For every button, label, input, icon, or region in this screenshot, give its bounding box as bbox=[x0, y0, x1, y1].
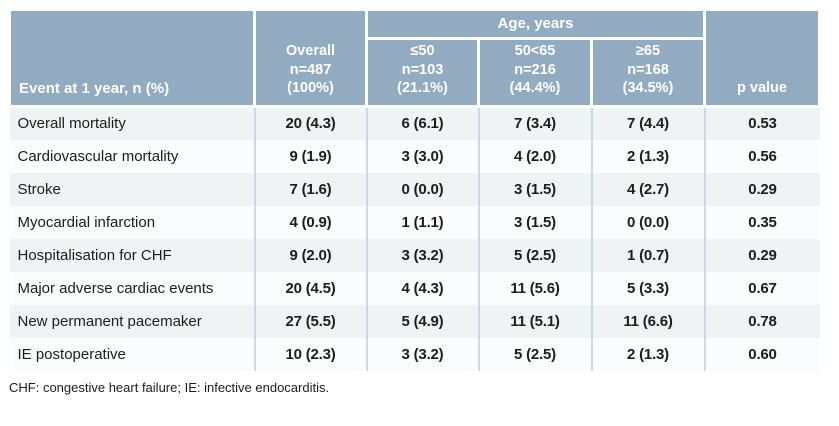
row-label: Myocardial infarction bbox=[9, 205, 255, 239]
cell-age-ge65: 5 (3.3) bbox=[590, 271, 705, 305]
row-label: Hospitalisation for CHF bbox=[9, 238, 255, 272]
cell-age-ge65: 2 (1.3) bbox=[590, 139, 705, 173]
table-row-new-permanent-pacemaker: New permanent pacemaker 27 (5.5) 5 (4.9)… bbox=[9, 304, 820, 338]
row-label: Stroke bbox=[9, 172, 255, 206]
cell-pvalue: 0.56 bbox=[703, 139, 820, 173]
cell-overall: 10 (2.3) bbox=[253, 337, 367, 371]
cell-overall: 27 (5.5) bbox=[253, 304, 367, 338]
cell-pvalue: 0.60 bbox=[703, 337, 820, 371]
cell-overall: 20 (4.3) bbox=[253, 106, 367, 140]
cell-pvalue: 0.53 bbox=[703, 106, 820, 140]
outcomes-table-container: Event at 1 year, n (%) Overall n=487 (10… bbox=[8, 8, 821, 395]
age-years-banner: Age, years bbox=[365, 8, 706, 40]
cell-pvalue: 0.67 bbox=[703, 271, 820, 305]
col-header-event: Event at 1 year, n (%) bbox=[8, 8, 256, 108]
col-header-age-le50: ≤50 n=103 (21.1%) bbox=[365, 37, 480, 108]
row-label: Overall mortality bbox=[9, 106, 255, 140]
cell-overall: 20 (4.5) bbox=[253, 271, 367, 305]
cell-age-le50: 0 (0.0) bbox=[365, 172, 479, 206]
cell-age-50to65: 3 (1.5) bbox=[477, 205, 592, 239]
cell-age-50to65: 7 (3.4) bbox=[477, 106, 592, 140]
cell-age-le50: 3 (3.0) bbox=[365, 139, 479, 173]
table-row-overall-mortality: Overall mortality 20 (4.3) 6 (6.1) 7 (3.… bbox=[9, 106, 820, 140]
cell-age-ge65: 1 (0.7) bbox=[590, 238, 705, 272]
row-label: Major adverse cardiac events bbox=[9, 271, 255, 305]
cell-age-50to65: 3 (1.5) bbox=[477, 172, 592, 206]
table-row-major-adverse-cardiac-events: Major adverse cardiac events 20 (4.5) 4 … bbox=[9, 271, 820, 305]
cell-overall: 7 (1.6) bbox=[253, 172, 367, 206]
cell-age-50to65: 11 (5.6) bbox=[477, 271, 592, 305]
table-row-hospitalisation-chf: Hospitalisation for CHF 9 (2.0) 3 (3.2) … bbox=[9, 238, 820, 272]
cell-age-ge65: 0 (0.0) bbox=[590, 205, 705, 239]
table-row-cardiovascular-mortality: Cardiovascular mortality 9 (1.9) 3 (3.0)… bbox=[9, 139, 820, 173]
cell-age-le50: 3 (3.2) bbox=[365, 337, 479, 371]
cell-overall: 9 (1.9) bbox=[253, 139, 367, 173]
cell-age-ge65: 4 (2.7) bbox=[590, 172, 705, 206]
cell-age-le50: 4 (4.3) bbox=[365, 271, 479, 305]
cell-age-le50: 5 (4.9) bbox=[365, 304, 479, 338]
cell-age-50to65: 5 (2.5) bbox=[477, 337, 592, 371]
table-header: Event at 1 year, n (%) Overall n=487 (10… bbox=[8, 8, 821, 108]
cell-pvalue: 0.29 bbox=[703, 238, 820, 272]
cell-age-le50: 3 (3.2) bbox=[365, 238, 479, 272]
col-header-age-ge65: ≥65 n=168 (34.5%) bbox=[590, 37, 706, 108]
cell-age-50to65: 5 (2.5) bbox=[477, 238, 592, 272]
row-label: Cardiovascular mortality bbox=[9, 139, 255, 173]
cell-pvalue: 0.35 bbox=[703, 205, 820, 239]
cell-age-50to65: 11 (5.1) bbox=[477, 304, 592, 338]
cell-age-50to65: 4 (2.0) bbox=[477, 139, 592, 173]
col-header-overall: Overall n=487 (100%) bbox=[253, 8, 368, 108]
cell-overall: 9 (2.0) bbox=[253, 238, 367, 272]
col-header-pvalue: p value bbox=[703, 8, 821, 108]
cell-overall: 4 (0.9) bbox=[253, 205, 367, 239]
table-row-ie-postoperative: IE postoperative 10 (2.3) 3 (3.2) 5 (2.5… bbox=[9, 337, 820, 371]
cell-age-le50: 6 (6.1) bbox=[365, 106, 479, 140]
cell-pvalue: 0.78 bbox=[703, 304, 820, 338]
table-row-myocardial-infarction: Myocardial infarction 4 (0.9) 1 (1.1) 3 … bbox=[9, 205, 820, 239]
table-footnote: CHF: congestive heart failure; IE: infec… bbox=[9, 379, 330, 395]
row-label: New permanent pacemaker bbox=[9, 304, 255, 338]
cell-age-ge65: 11 (6.6) bbox=[590, 304, 705, 338]
cell-age-ge65: 7 (4.4) bbox=[590, 106, 705, 140]
cell-age-le50: 1 (1.1) bbox=[365, 205, 479, 239]
table-row-stroke: Stroke 7 (1.6) 0 (0.0) 3 (1.5) 4 (2.7) 0… bbox=[9, 172, 820, 206]
table-body: Overall mortality 20 (4.3) 6 (6.1) 7 (3.… bbox=[9, 106, 820, 371]
row-label: IE postoperative bbox=[9, 337, 255, 371]
cell-pvalue: 0.29 bbox=[703, 172, 820, 206]
cell-age-ge65: 2 (1.3) bbox=[590, 337, 705, 371]
outcomes-table: Event at 1 year, n (%) Overall n=487 (10… bbox=[8, 8, 821, 371]
col-header-age-50to65: 50<65 n=216 (44.4%) bbox=[477, 37, 593, 108]
